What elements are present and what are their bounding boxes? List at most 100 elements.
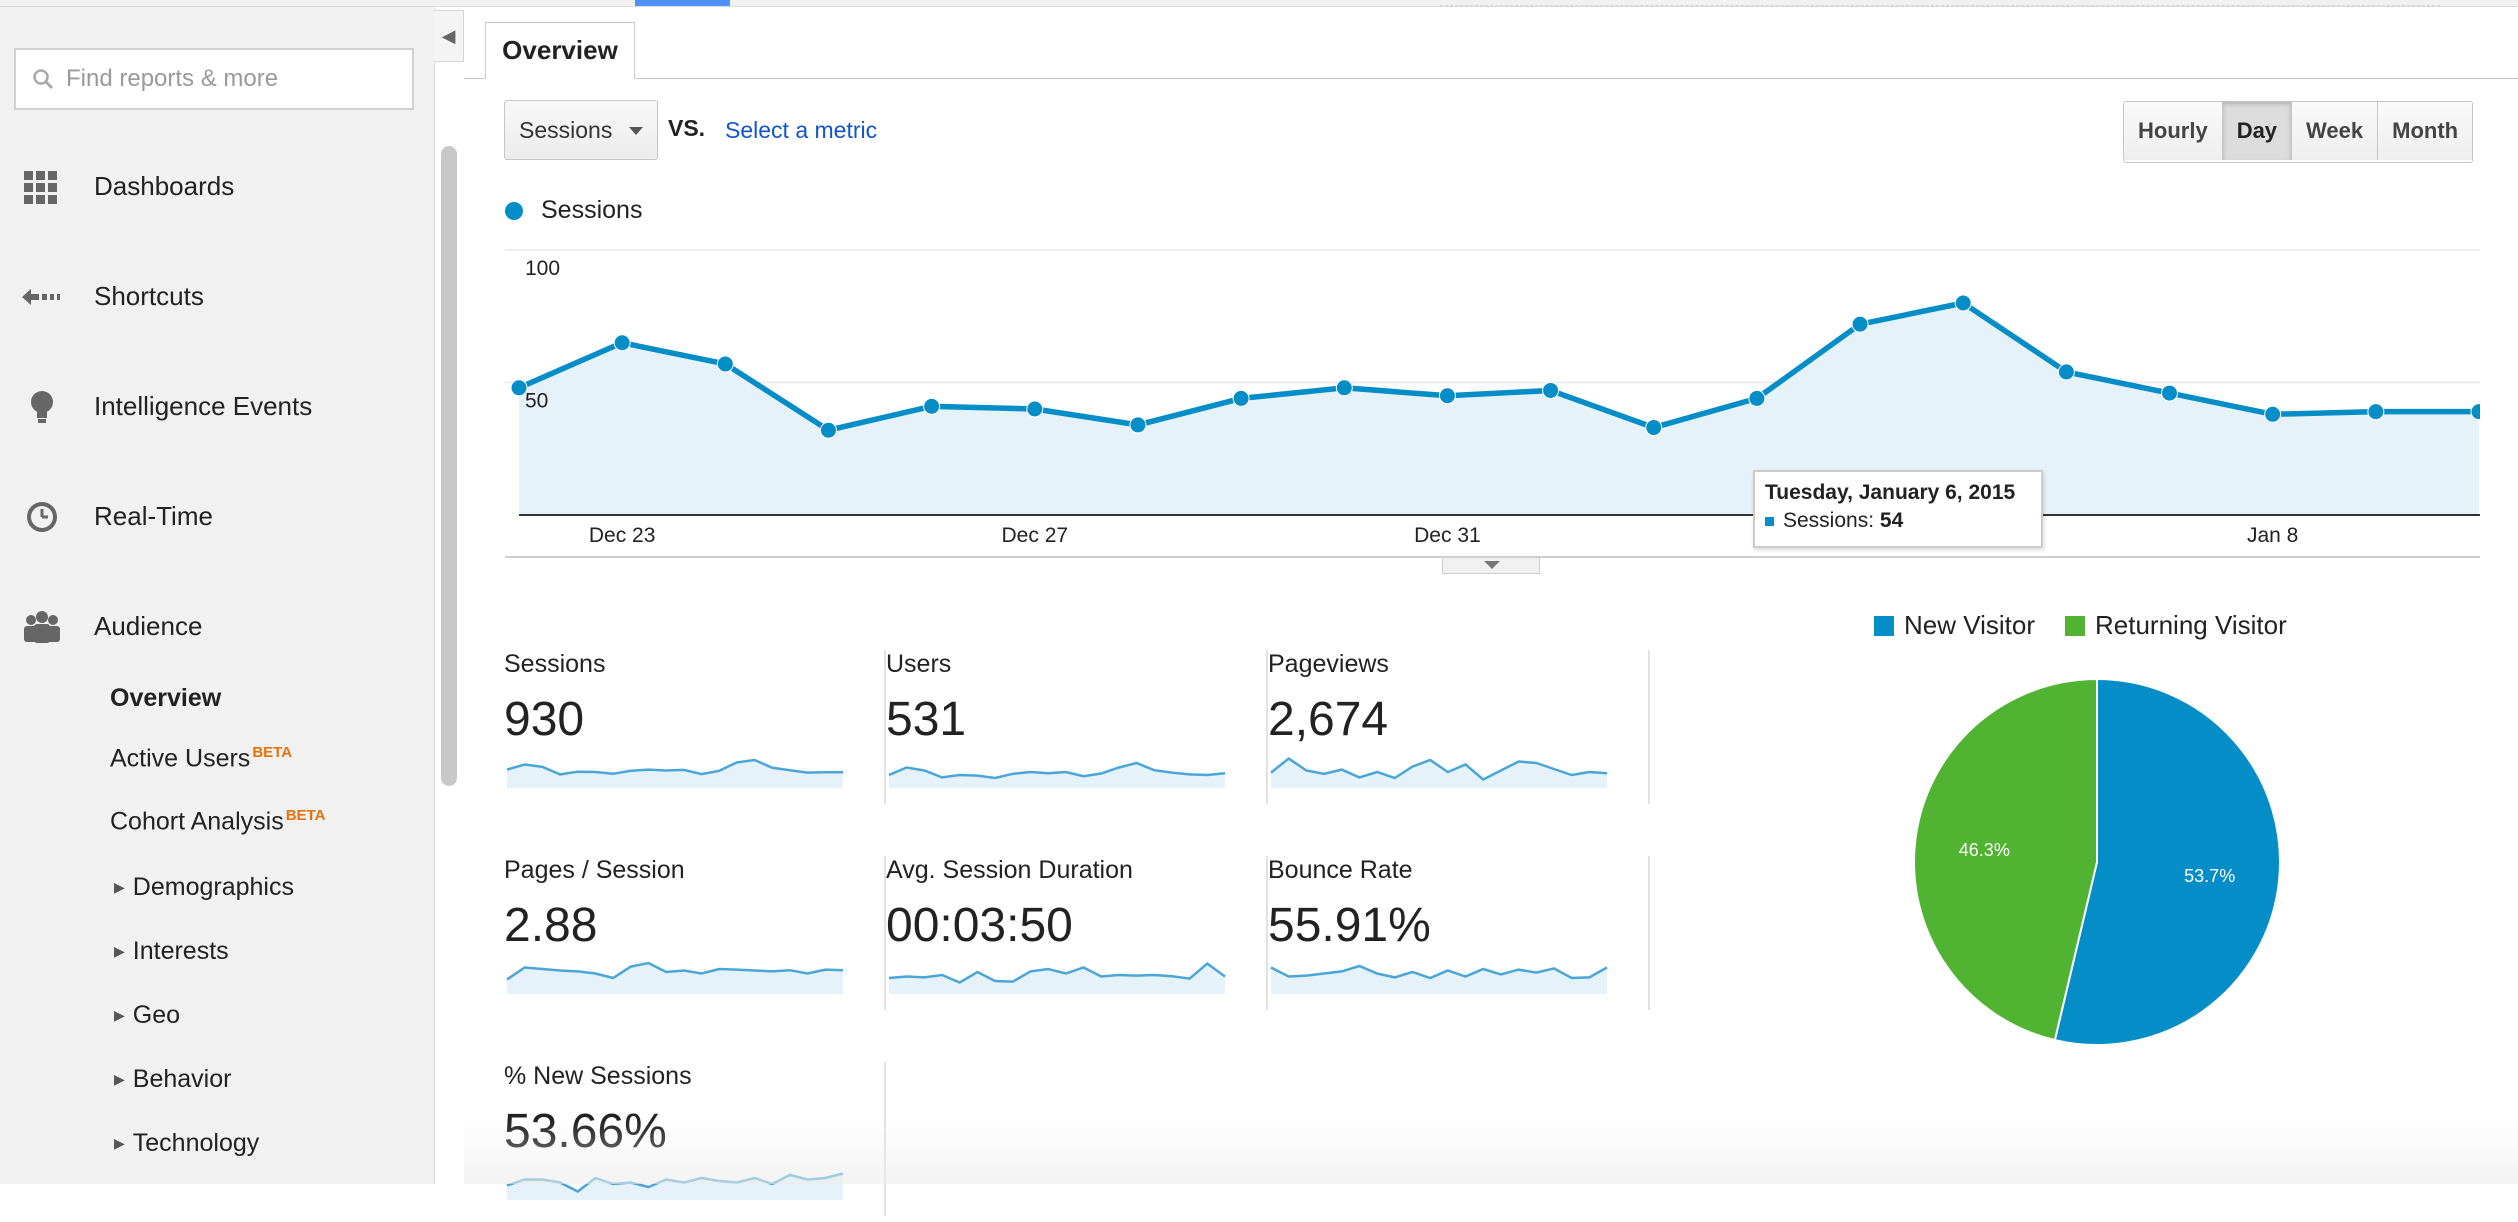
chart-legend: Sessions bbox=[505, 196, 642, 225]
data-point[interactable] bbox=[2161, 384, 2179, 402]
sparkline-area bbox=[1271, 966, 1607, 994]
data-point[interactable] bbox=[1851, 315, 1869, 333]
pie-slice-new-visitor[interactable] bbox=[2053, 677, 2281, 1046]
expand-triangle-icon: ▶ bbox=[114, 1007, 125, 1023]
card-separator bbox=[1266, 650, 1268, 804]
sidebar-item-label: Interests bbox=[132, 937, 229, 965]
tooltip-swatch bbox=[1765, 516, 1774, 526]
data-point[interactable] bbox=[2264, 405, 2282, 423]
sparkline bbox=[506, 758, 843, 788]
metric-select[interactable]: Sessions bbox=[504, 100, 658, 160]
scorecard-pageviews[interactable]: Pageviews 2,674 bbox=[1268, 650, 1650, 810]
sidebar-item-demographics[interactable]: ▶ Demographics bbox=[114, 873, 294, 902]
expand-triangle-icon: ▶ bbox=[114, 1135, 125, 1151]
data-point[interactable] bbox=[1438, 387, 1456, 405]
expand-triangle-icon: ▶ bbox=[114, 943, 125, 959]
scorecard-new-sessions[interactable]: % New Sessions 53.66% bbox=[504, 1062, 886, 1222]
legend-item-returning-visitor[interactable]: Returning Visitor bbox=[2065, 610, 2287, 641]
day-button[interactable]: Day bbox=[2222, 102, 2293, 160]
sidebar-item-behavior[interactable]: ▶ Behavior bbox=[114, 1065, 231, 1094]
sidebar-item-overview[interactable]: Overview bbox=[110, 684, 222, 712]
data-point[interactable] bbox=[1232, 389, 1250, 407]
data-point[interactable] bbox=[819, 421, 837, 439]
card-separator bbox=[1266, 856, 1268, 1010]
sparkline-area bbox=[1271, 758, 1607, 788]
scorecard-avg-session-duration[interactable]: Avg. Session Duration 00:03:50 bbox=[886, 856, 1268, 1016]
chevron-down-icon bbox=[629, 127, 643, 135]
scorecard-bounce-rate[interactable]: Bounce Rate 55.91% bbox=[1268, 856, 1650, 1016]
search-box[interactable] bbox=[14, 48, 414, 110]
scorecard-pages-per-session[interactable]: Pages / Session 2.88 bbox=[504, 856, 886, 1016]
card-separator bbox=[1648, 856, 1650, 1010]
sidebar-item-active-users[interactable]: Active Users BETA bbox=[110, 744, 292, 773]
nav-audience[interactable]: Audience bbox=[0, 598, 434, 654]
data-point[interactable] bbox=[2057, 363, 2075, 381]
nav-dashboards[interactable]: Dashboards bbox=[0, 158, 434, 214]
nav-label: Shortcuts bbox=[94, 280, 204, 311]
sidebar-item-interests[interactable]: ▶ Interests bbox=[114, 937, 229, 966]
sidebar-item-label: Technology bbox=[132, 1129, 260, 1157]
sidebar-item-label: Demographics bbox=[132, 873, 294, 901]
data-point[interactable] bbox=[716, 355, 734, 373]
sidebar-item-label: Active Users bbox=[110, 744, 251, 773]
sparkline-line bbox=[506, 758, 843, 776]
sparkline-area bbox=[507, 1173, 843, 1200]
data-point[interactable] bbox=[1954, 294, 1972, 312]
legend-label: Returning Visitor bbox=[2095, 610, 2287, 640]
scorecard-label: Users bbox=[886, 650, 952, 678]
data-point[interactable] bbox=[1542, 381, 1560, 399]
sidebar-item-cohort-analysis[interactable]: Cohort Analysis BETA bbox=[110, 807, 325, 836]
search-input[interactable] bbox=[64, 64, 398, 94]
sparkline-area bbox=[889, 963, 1225, 994]
scorecard-value: 531 bbox=[886, 693, 967, 746]
scorecard-sessions[interactable]: Sessions 930 bbox=[504, 650, 886, 810]
tooltip-date: Tuesday, January 6, 2015 bbox=[1765, 481, 2016, 504]
x-tick-label: Jan 8 bbox=[2247, 524, 2298, 547]
nav-label: Intelligence Events bbox=[94, 390, 313, 421]
legend-swatch bbox=[1874, 615, 1894, 636]
sidebar-scrollbar[interactable] bbox=[441, 146, 457, 786]
data-point[interactable] bbox=[510, 379, 528, 397]
nav-real-time[interactable]: Real-Time bbox=[0, 488, 434, 544]
data-point[interactable] bbox=[923, 397, 941, 415]
data-point[interactable] bbox=[1645, 419, 1663, 437]
pie-slice-label: 53.7% bbox=[2184, 866, 2235, 886]
data-point[interactable] bbox=[2470, 403, 2480, 421]
collapse-sidebar-button[interactable]: ◀ bbox=[434, 10, 464, 62]
sidebar-item-technology[interactable]: ▶ Technology bbox=[114, 1129, 259, 1158]
sparkline bbox=[1270, 756, 1608, 788]
card-separator bbox=[1648, 650, 1650, 804]
scorecard-label: Sessions bbox=[504, 650, 606, 678]
sessions-chart[interactable]: 100 50 Dec 23 Dec 27 Dec 31 Jan 8 bbox=[505, 240, 2480, 560]
sidebar-item-geo[interactable]: ▶ Geo bbox=[114, 1001, 180, 1030]
hourly-button[interactable]: Hourly bbox=[2124, 102, 2223, 160]
data-point[interactable] bbox=[2367, 403, 2385, 421]
visitor-pie-chart[interactable]: 53.7% 46.3% bbox=[1912, 676, 2292, 1056]
card-separator bbox=[884, 1062, 886, 1216]
legend-item-new-visitor[interactable]: New Visitor bbox=[1874, 610, 2035, 641]
nav-shortcuts[interactable]: Shortcuts bbox=[0, 268, 434, 324]
chart-collapse-handle[interactable] bbox=[1442, 558, 1540, 574]
month-button[interactable]: Month bbox=[2378, 102, 2473, 160]
scorecard-label: Pageviews bbox=[1268, 650, 1389, 678]
scorecard-label: Bounce Rate bbox=[1268, 856, 1413, 884]
scorecard-users[interactable]: Users 531 bbox=[886, 650, 1268, 810]
sparkline-line bbox=[888, 962, 1226, 984]
data-point[interactable] bbox=[1335, 379, 1353, 397]
select-metric-link[interactable]: Select a metric bbox=[725, 117, 878, 143]
sidebar-item-label: Geo bbox=[132, 1001, 181, 1029]
tab-overview[interactable]: Overview bbox=[485, 22, 635, 79]
scorecard-value: 00:03:50 bbox=[886, 899, 1073, 952]
x-tick-label: Dec 27 bbox=[1002, 524, 1069, 547]
data-point[interactable] bbox=[613, 334, 631, 352]
legend-label: New Visitor bbox=[1904, 610, 2036, 640]
pie-slice-returning-visitor[interactable] bbox=[1913, 677, 2098, 1042]
data-point[interactable] bbox=[1026, 400, 1044, 418]
nav-intelligence-events[interactable]: Intelligence Events bbox=[0, 378, 434, 434]
week-button[interactable]: Week bbox=[2292, 102, 2379, 160]
top-strip bbox=[0, 0, 2518, 7]
lightbulb-icon bbox=[31, 391, 53, 423]
data-point[interactable] bbox=[1129, 416, 1147, 434]
data-point[interactable] bbox=[1748, 389, 1766, 407]
search-icon bbox=[33, 69, 54, 90]
